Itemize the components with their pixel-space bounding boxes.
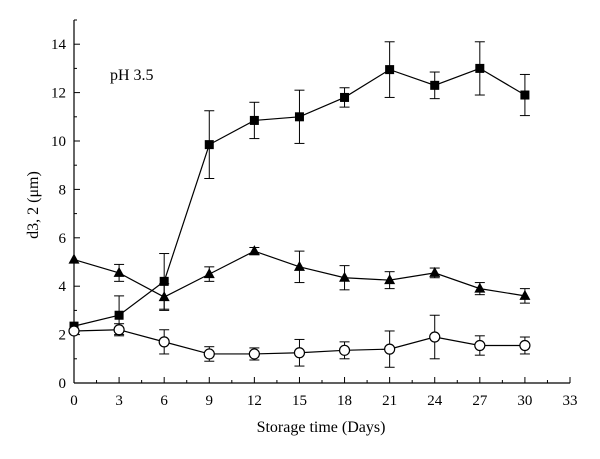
x-axis-label: Storage time (Days) <box>257 419 386 436</box>
data-point-square <box>430 80 440 90</box>
series-circle-open <box>68 314 531 368</box>
x-tick-label: 15 <box>292 393 307 409</box>
x-tick-label: 27 <box>472 393 488 409</box>
data-point-triangle <box>203 268 215 279</box>
x-tick-label: 24 <box>427 393 443 409</box>
y-tick-label: 6 <box>59 231 67 247</box>
x-tick-label: 6 <box>160 393 168 409</box>
plot-area <box>68 41 531 368</box>
data-point-square <box>294 112 304 122</box>
x-tick-label: 12 <box>247 393 262 409</box>
y-tick-label: 4 <box>59 279 67 295</box>
series-square-filled <box>69 41 530 336</box>
data-point-circle <box>248 348 260 360</box>
data-point-square <box>159 276 169 286</box>
data-point-triangle <box>474 282 486 293</box>
data-point-square <box>204 140 214 150</box>
data-point-square <box>475 63 485 73</box>
y-tick-label: 12 <box>51 86 66 102</box>
data-point-circle <box>384 343 396 355</box>
data-point-square <box>114 310 124 320</box>
data-point-square <box>520 90 530 100</box>
y-tick-label: 0 <box>59 376 67 392</box>
x-axis-ticks: 0 3 6 9 12 15 18 21 24 27 30 33 <box>70 377 578 409</box>
y-axis-ticks: 0 2 4 6 8 10 12 14 <box>51 19 80 392</box>
data-point-square <box>340 92 350 102</box>
y-tick-label: 10 <box>51 134 66 150</box>
x-tick-label: 3 <box>115 393 123 409</box>
y-axis-label: d3, 2 (μm) <box>25 171 42 239</box>
data-point-square <box>249 115 259 125</box>
data-point-square <box>385 65 395 75</box>
data-point-circle <box>429 331 441 343</box>
x-tick-label: 21 <box>382 393 397 409</box>
data-point-circle <box>158 336 170 348</box>
y-tick-label: 2 <box>59 328 67 344</box>
data-point-triangle <box>429 266 441 277</box>
data-point-circle <box>338 344 351 356</box>
data-point-triangle <box>293 260 305 271</box>
data-point-circle <box>519 339 531 352</box>
data-point-circle <box>203 348 215 360</box>
x-tick-label: 9 <box>206 393 214 409</box>
y-tick-label: 14 <box>51 37 67 53</box>
data-point-circle <box>113 324 125 336</box>
data-point-triangle <box>158 291 170 302</box>
x-tick-label: 18 <box>337 393 352 409</box>
data-point-triangle <box>519 289 531 300</box>
data-point-circle <box>293 347 306 359</box>
x-tick-label: 30 <box>517 393 532 409</box>
data-point-triangle <box>68 253 80 264</box>
y-tick-label: 8 <box>59 182 67 198</box>
chart-annotation: pH 3.5 <box>110 67 154 84</box>
data-point-triangle <box>384 274 396 285</box>
series-triangle-filled <box>68 245 531 311</box>
data-point-triangle <box>113 266 125 277</box>
data-point-circle <box>68 325 80 337</box>
data-point-triangle <box>339 271 351 282</box>
data-point-triangle <box>248 245 260 256</box>
x-tick-label: 0 <box>70 393 78 409</box>
x-tick-label: 33 <box>563 393 578 409</box>
data-point-circle <box>474 339 486 352</box>
